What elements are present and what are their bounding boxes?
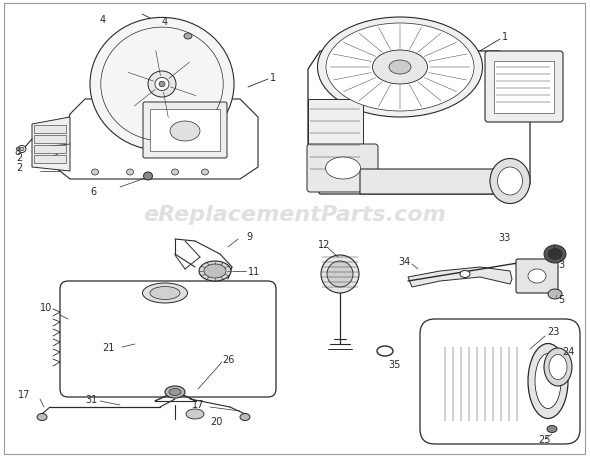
Polygon shape bbox=[360, 170, 520, 195]
FancyBboxPatch shape bbox=[143, 103, 227, 159]
Bar bbox=[34, 146, 66, 154]
Ellipse shape bbox=[169, 389, 181, 396]
FancyBboxPatch shape bbox=[420, 319, 580, 444]
Ellipse shape bbox=[547, 425, 557, 432]
Ellipse shape bbox=[165, 386, 185, 398]
FancyBboxPatch shape bbox=[485, 52, 563, 123]
Bar bbox=[308, 100, 363, 185]
Ellipse shape bbox=[240, 414, 250, 420]
Text: 4: 4 bbox=[100, 15, 106, 25]
Ellipse shape bbox=[126, 170, 133, 176]
Polygon shape bbox=[308, 52, 530, 195]
Ellipse shape bbox=[170, 122, 200, 142]
Ellipse shape bbox=[460, 271, 470, 278]
Ellipse shape bbox=[37, 414, 47, 420]
Ellipse shape bbox=[326, 157, 360, 179]
FancyBboxPatch shape bbox=[60, 281, 276, 397]
Text: 21: 21 bbox=[102, 342, 114, 352]
Ellipse shape bbox=[544, 246, 566, 263]
Polygon shape bbox=[32, 118, 70, 172]
Bar bbox=[34, 156, 66, 164]
Text: 12: 12 bbox=[318, 240, 330, 249]
Ellipse shape bbox=[372, 51, 428, 85]
Ellipse shape bbox=[186, 409, 204, 419]
Text: 35: 35 bbox=[388, 359, 401, 369]
Text: 1: 1 bbox=[270, 73, 276, 83]
Text: 25: 25 bbox=[538, 434, 550, 444]
Ellipse shape bbox=[148, 72, 176, 98]
Text: 26: 26 bbox=[222, 354, 234, 364]
Text: 3: 3 bbox=[558, 259, 564, 269]
Polygon shape bbox=[408, 268, 512, 287]
Ellipse shape bbox=[497, 168, 523, 196]
Ellipse shape bbox=[155, 78, 169, 91]
Ellipse shape bbox=[143, 173, 152, 180]
Text: 5: 5 bbox=[558, 294, 564, 304]
FancyBboxPatch shape bbox=[307, 145, 378, 193]
Text: 10: 10 bbox=[40, 302, 53, 312]
Text: 23: 23 bbox=[547, 326, 559, 336]
Ellipse shape bbox=[199, 262, 231, 281]
Text: 8: 8 bbox=[14, 147, 20, 157]
Text: 4: 4 bbox=[162, 17, 168, 27]
Bar bbox=[34, 136, 66, 144]
Ellipse shape bbox=[321, 256, 359, 293]
Ellipse shape bbox=[548, 289, 562, 299]
Ellipse shape bbox=[544, 348, 572, 386]
Text: 31: 31 bbox=[85, 394, 97, 404]
Text: 33: 33 bbox=[498, 233, 510, 242]
Ellipse shape bbox=[389, 61, 411, 75]
Ellipse shape bbox=[90, 18, 234, 151]
Text: 20: 20 bbox=[210, 416, 222, 426]
Ellipse shape bbox=[549, 355, 567, 380]
Ellipse shape bbox=[317, 18, 483, 118]
Ellipse shape bbox=[150, 287, 180, 300]
Text: 17: 17 bbox=[18, 389, 30, 399]
Text: 1: 1 bbox=[502, 32, 508, 42]
Bar bbox=[34, 126, 66, 134]
Ellipse shape bbox=[535, 354, 561, 409]
Ellipse shape bbox=[202, 170, 208, 176]
Text: 2: 2 bbox=[16, 162, 22, 173]
Text: 34: 34 bbox=[398, 257, 410, 266]
Ellipse shape bbox=[528, 344, 568, 419]
Polygon shape bbox=[55, 100, 258, 179]
Text: 2: 2 bbox=[16, 153, 22, 162]
Text: 24: 24 bbox=[562, 346, 575, 356]
Text: 9: 9 bbox=[246, 231, 252, 241]
Text: 6: 6 bbox=[90, 187, 96, 196]
Ellipse shape bbox=[20, 148, 24, 151]
Bar bbox=[494, 62, 554, 114]
Ellipse shape bbox=[490, 159, 530, 204]
Ellipse shape bbox=[184, 34, 192, 40]
FancyBboxPatch shape bbox=[516, 259, 558, 293]
Ellipse shape bbox=[204, 264, 226, 279]
Ellipse shape bbox=[18, 146, 26, 153]
Ellipse shape bbox=[548, 249, 562, 260]
Ellipse shape bbox=[327, 262, 353, 287]
Bar bbox=[150, 110, 220, 151]
Ellipse shape bbox=[528, 269, 546, 283]
Ellipse shape bbox=[172, 170, 179, 176]
Ellipse shape bbox=[91, 170, 99, 176]
Text: 11: 11 bbox=[248, 266, 260, 276]
Text: 17: 17 bbox=[192, 399, 204, 409]
Text: eReplacementParts.com: eReplacementParts.com bbox=[143, 205, 447, 224]
Ellipse shape bbox=[159, 82, 165, 88]
Ellipse shape bbox=[143, 283, 188, 303]
Ellipse shape bbox=[326, 24, 474, 112]
